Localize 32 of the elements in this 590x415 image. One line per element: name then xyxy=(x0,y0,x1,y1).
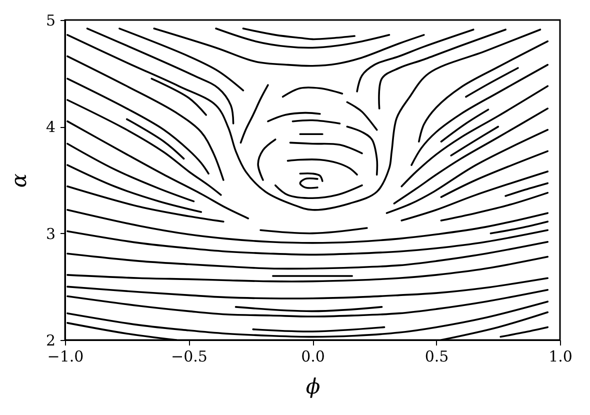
x-tick-label: 0.0 xyxy=(301,348,325,366)
line-series xyxy=(240,84,269,144)
line-series xyxy=(346,126,378,176)
x-tick-label: −1.0 xyxy=(47,348,84,366)
y-tick-label: 5 xyxy=(46,12,56,30)
x-tick-label: −0.5 xyxy=(171,348,208,366)
y-axis-title: α xyxy=(6,173,31,188)
line-series xyxy=(153,28,425,67)
line-series xyxy=(86,28,234,124)
line-series xyxy=(242,28,356,40)
line-series xyxy=(418,40,549,142)
line-series xyxy=(386,128,549,214)
line-series xyxy=(356,28,474,92)
line-series xyxy=(257,138,276,181)
y-tick-label: 2 xyxy=(46,332,56,350)
y-tick-label: 4 xyxy=(46,118,56,136)
line-series xyxy=(400,170,549,222)
line-series xyxy=(267,112,321,122)
line-series xyxy=(286,158,358,176)
line-series xyxy=(378,28,506,110)
line-series xyxy=(393,108,549,204)
line-series xyxy=(410,64,549,166)
line-series xyxy=(346,101,378,131)
line-series xyxy=(440,192,549,222)
x-tick-label: 1.0 xyxy=(548,348,572,366)
x-axis-title: ϕ xyxy=(306,374,320,398)
y-tick-label: 3 xyxy=(46,224,56,243)
line-series xyxy=(215,28,390,49)
line-series xyxy=(289,142,363,154)
x-tick-label: 0.5 xyxy=(424,348,449,366)
line-series xyxy=(118,28,244,92)
line-series xyxy=(400,85,549,188)
